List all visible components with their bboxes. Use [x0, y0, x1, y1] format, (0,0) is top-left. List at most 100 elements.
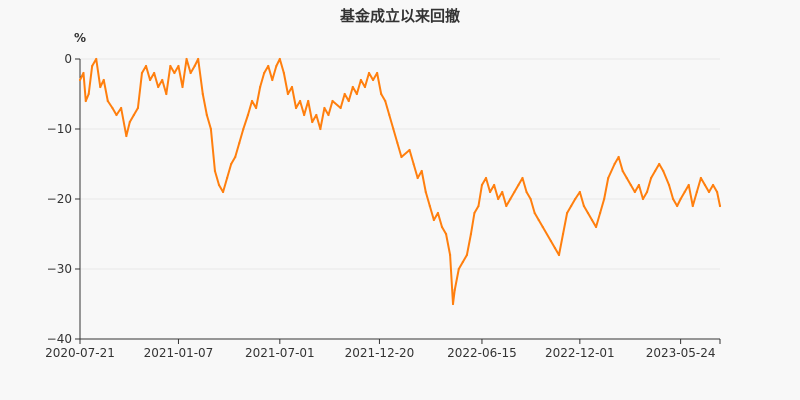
data-point — [294, 106, 298, 110]
data-point — [469, 232, 473, 236]
data-point — [221, 190, 225, 194]
data-point — [95, 57, 98, 61]
data-point — [91, 64, 94, 68]
data-point — [440, 225, 444, 229]
data-point — [351, 85, 354, 89]
data-point — [106, 99, 109, 103]
data-point — [590, 218, 594, 222]
data-point — [217, 183, 221, 187]
data-point — [641, 197, 645, 201]
data-point — [707, 190, 711, 194]
y-axis-unit: % — [74, 31, 86, 45]
data-point — [315, 113, 318, 117]
data-point — [695, 190, 698, 194]
data-point — [177, 64, 180, 68]
data-point — [493, 183, 496, 187]
data-point — [102, 78, 105, 82]
data-point — [687, 183, 690, 187]
data-point — [420, 169, 423, 173]
x-tick-label: 2021-07-01 — [245, 346, 315, 360]
data-point — [254, 106, 258, 110]
data-point — [205, 113, 208, 117]
data-point — [400, 155, 403, 159]
data-point — [384, 99, 387, 103]
data-point — [153, 71, 156, 75]
data-point — [238, 141, 241, 145]
data-point — [197, 57, 200, 61]
data-point — [120, 106, 123, 110]
data-point — [363, 85, 367, 89]
data-point — [509, 197, 512, 201]
series-layer — [78, 57, 722, 306]
data-point — [339, 106, 342, 110]
data-point — [570, 204, 573, 208]
data-point — [87, 92, 90, 96]
data-point — [376, 71, 379, 75]
data-point — [169, 64, 172, 68]
data-point — [282, 71, 285, 75]
data-point — [703, 183, 707, 187]
data-point — [246, 113, 250, 117]
data-point — [633, 190, 636, 194]
data-point — [533, 211, 536, 215]
data-point — [259, 85, 262, 89]
data-point — [319, 127, 322, 131]
data-point — [621, 169, 624, 173]
data-point — [553, 246, 557, 250]
data-point — [278, 57, 281, 61]
x-tick-label: 2022-06-15 — [447, 346, 517, 360]
data-point — [343, 92, 346, 96]
data-point — [457, 267, 460, 271]
data-point — [637, 183, 641, 187]
data-point — [521, 176, 524, 180]
x-tick-label: 2021-01-07 — [144, 346, 214, 360]
data-point — [193, 64, 196, 68]
data-point — [477, 204, 480, 208]
data-point — [599, 211, 602, 215]
data-point — [388, 113, 391, 117]
data-point — [617, 155, 620, 159]
x-tick-label: 2020-07-21 — [45, 346, 115, 360]
data-point — [529, 197, 532, 201]
data-point — [513, 190, 516, 194]
data-point — [582, 204, 585, 208]
data-point — [201, 92, 204, 96]
series-line — [79, 58, 721, 305]
data-point — [99, 85, 102, 89]
data-point — [718, 204, 722, 208]
data-point — [453, 288, 456, 292]
y-tick-label: −10 — [47, 122, 72, 136]
data-point — [497, 197, 500, 201]
data-point — [242, 127, 245, 131]
data-point — [132, 113, 135, 117]
data-point — [189, 71, 192, 75]
data-point — [371, 78, 375, 82]
data-point — [161, 78, 164, 82]
data-point — [541, 225, 544, 229]
data-point — [140, 71, 144, 75]
chart-title: 基金成立以来回撤 — [339, 7, 460, 25]
data-point — [111, 106, 114, 110]
data-point — [629, 183, 632, 187]
data-point — [711, 183, 715, 187]
data-point — [181, 85, 184, 89]
data-point — [662, 169, 665, 173]
data-point — [234, 155, 237, 159]
data-point — [676, 204, 679, 208]
data-point — [271, 78, 274, 82]
y-tick-label: −40 — [47, 332, 72, 346]
data-point — [683, 190, 686, 194]
data-point — [613, 162, 616, 166]
x-tick-label: 2022-12-01 — [545, 346, 615, 360]
data-point — [298, 99, 302, 103]
data-point — [432, 218, 435, 222]
data-point — [649, 176, 653, 180]
data-point — [412, 162, 415, 166]
data-point — [574, 197, 577, 201]
data-point — [480, 183, 484, 187]
data-point — [557, 253, 561, 257]
data-point — [461, 260, 464, 264]
data-point — [416, 176, 419, 180]
data-point — [263, 71, 266, 75]
